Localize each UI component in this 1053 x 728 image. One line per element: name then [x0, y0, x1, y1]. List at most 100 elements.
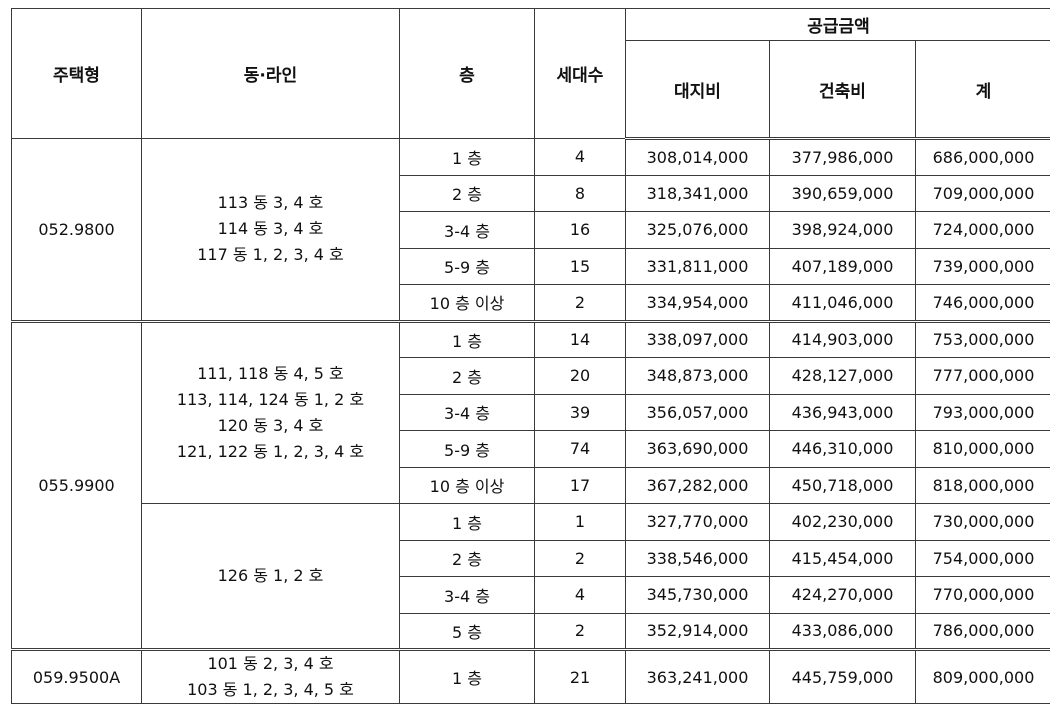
cell-building: 415,454,000: [769, 539, 916, 577]
cell-households: 74: [534, 430, 626, 468]
dong-line-text: 114 동 3, 4 호: [217, 219, 324, 239]
cell-households: 14: [534, 319, 626, 358]
cell-floor: 3-4 층: [399, 576, 535, 614]
cell-total: 810,000,000: [915, 430, 1052, 468]
cell-building: 414,903,000: [769, 319, 916, 358]
cell-households: 17: [534, 466, 626, 504]
cell-land: 348,873,000: [625, 357, 770, 395]
price-table-wrapper: 주택형 동·라인 층 세대수 공급금액 대지비 건축비 계 052.9800 11…: [11, 8, 1052, 704]
table-row: 2 층 2 338,546,000 415,454,000 754,000,000: [12, 539, 1052, 577]
cell-floor: 5 층: [399, 612, 535, 650]
cell-land: 367,282,000: [625, 466, 770, 504]
cell-building: 402,230,000: [769, 503, 916, 541]
cell-households: 21: [534, 648, 626, 704]
table-row: 055.9900 111, 118 동 4, 5 호 113, 114, 124 동…: [11, 319, 1052, 650]
cell-building: 436,943,000: [769, 393, 916, 431]
cell-land: 308,014,000: [625, 138, 770, 176]
cell-total: 818,000,000: [915, 466, 1052, 504]
cell-land: 327,770,000: [625, 503, 770, 541]
cell-dong-line: 126 동 1, 2 호: [141, 503, 400, 650]
cell-floor: 2 층: [399, 539, 535, 577]
cell-total: 730,000,000: [915, 503, 1052, 541]
header-dong-line: 동·라인: [141, 8, 400, 139]
cell-land: 363,241,000: [625, 648, 770, 704]
header-land: 대지비: [625, 40, 770, 140]
cell-floor: 2 층: [399, 357, 535, 395]
cell-floor: 1 층: [399, 319, 535, 358]
cell-floor: 5-9 층: [399, 247, 535, 285]
table-row: 126 동 1, 2 호 1 층 1 327,770,000 402,230,000 73…: [12, 503, 1052, 650]
dong-line-text: 117 동 1, 2, 3, 4 호: [197, 245, 344, 265]
cell-households: 20: [534, 357, 626, 395]
header-floor: 층: [399, 8, 535, 139]
table-row: 2 층 20 348,873,000 428,127,000 777,000,000: [12, 357, 1052, 395]
cell-floor: 2 층: [399, 174, 535, 212]
table-row: 3-4 층 16 325,076,000 398,924,000 724,000,000: [12, 211, 1052, 249]
cell-total: 793,000,000: [915, 393, 1052, 431]
cell-floor: 1 층: [399, 138, 535, 176]
dong-line-text: 111, 118 동 4, 5 호: [197, 363, 344, 383]
cell-floor: 5-9 층: [399, 430, 535, 468]
cell-building: 446,310,000: [769, 430, 916, 468]
dong-line-text: 113, 114, 124 동 1, 2 호: [176, 389, 365, 409]
cell-land: 334,954,000: [625, 284, 770, 322]
table-row: 3-4 층 39 356,057,000 436,943,000 793,000,000: [12, 393, 1052, 431]
header-total: 계: [915, 40, 1052, 140]
cell-total: 724,000,000: [915, 211, 1052, 249]
table-row: 10 층 이상 17 367,282,000 450,718,000 818,000,0…: [12, 466, 1052, 504]
dong-line-text: 120 동 3, 4 호: [217, 415, 324, 435]
cell-households: 1: [534, 503, 626, 541]
cell-total: 777,000,000: [915, 357, 1052, 395]
cell-land: 363,690,000: [625, 430, 770, 468]
table-row: 059.9500A 101 동 2, 3, 4 호 103 동 1, 2, 3, 4…: [11, 648, 1052, 704]
cell-households: 15: [534, 247, 626, 285]
cell-households: 2: [534, 539, 626, 577]
cell-land: 338,546,000: [625, 539, 770, 577]
cell-dong-line: 113 동 3, 4 호 114 동 3, 4 호 117 동 1, 2, 3, 4…: [141, 138, 400, 322]
cell-building: 377,986,000: [769, 138, 916, 176]
table-row: 10 층 이상 2 334,954,000 411,046,000 746,000,00…: [12, 284, 1052, 322]
dong-line-text: 126 동 1, 2 호: [217, 566, 324, 585]
cell-land: 352,914,000: [625, 612, 770, 650]
cell-total: 809,000,000: [915, 648, 1052, 704]
cell-building: 407,189,000: [769, 247, 916, 285]
cell-total: 754,000,000: [915, 539, 1052, 577]
cell-floor: 3-4 층: [399, 393, 535, 431]
cell-building: 433,086,000: [769, 612, 916, 650]
cell-total: 686,000,000: [915, 138, 1052, 176]
cell-households: 2: [534, 612, 626, 650]
cell-land: 331,811,000: [625, 247, 770, 285]
header-households: 세대수: [534, 8, 626, 139]
cell-total: 746,000,000: [915, 284, 1052, 322]
cell-floor: 3-4 층: [399, 211, 535, 249]
cell-floor: 10 층 이상: [399, 466, 535, 504]
table-row: 5-9 층 74 363,690,000 446,310,000 810,000,000: [12, 430, 1052, 468]
cell-households: 4: [534, 576, 626, 614]
header-building: 건축비: [769, 40, 916, 140]
cell-total: 739,000,000: [915, 247, 1052, 285]
dong-line-text: 113 동 3, 4 호: [217, 193, 324, 213]
cell-building: 445,759,000: [769, 648, 916, 704]
cell-land: 338,097,000: [625, 319, 770, 358]
cell-type: 055.9900: [11, 319, 142, 650]
table-row: 5 층 2 352,914,000 433,086,000 786,000,000: [12, 612, 1052, 650]
cell-total: 786,000,000: [915, 612, 1052, 650]
cell-land: 318,341,000: [625, 174, 770, 212]
cell-building: 450,718,000: [769, 466, 916, 504]
table-row: 052.9800 113 동 3, 4 호 114 동 3, 4 호 117 동 1,…: [11, 138, 1052, 322]
header-supply-price: 공급금액: [625, 8, 1052, 41]
header-type: 주택형: [11, 8, 142, 139]
cell-type: 059.9500A: [11, 648, 142, 704]
cell-total: 709,000,000: [915, 174, 1052, 212]
cell-building: 424,270,000: [769, 576, 916, 614]
cell-floor: 1 층: [399, 648, 535, 704]
dong-line-text: 101 동 2, 3, 4 호: [207, 654, 334, 673]
dong-line-text: 103 동 1, 2, 3, 4, 5 호: [187, 680, 354, 699]
cell-type: 052.9800: [11, 138, 142, 322]
cell-floor: 10 층 이상: [399, 284, 535, 322]
dong-line-text: 121, 122 동 1, 2, 3, 4 호: [176, 441, 365, 461]
cell-floor: 1 층: [399, 503, 535, 541]
cell-building: 398,924,000: [769, 211, 916, 249]
cell-building: 411,046,000: [769, 284, 916, 322]
cell-households: 4: [534, 138, 626, 176]
